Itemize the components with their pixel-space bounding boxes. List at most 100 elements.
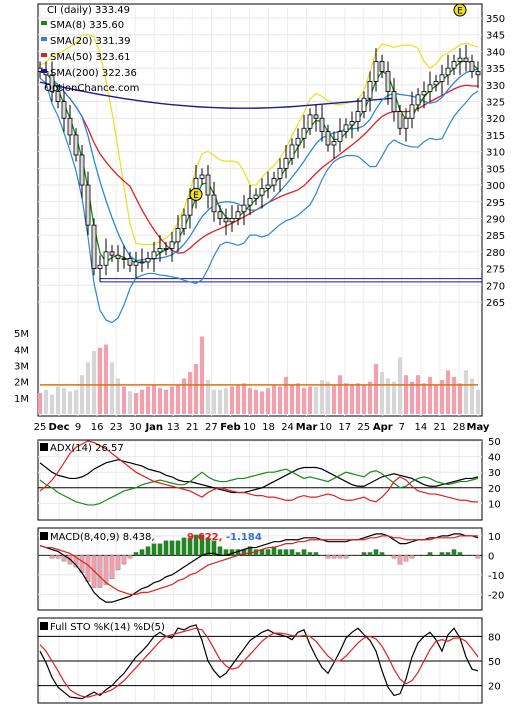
candle-body <box>73 134 79 156</box>
candle-body <box>157 248 163 253</box>
candle-body <box>115 254 121 259</box>
volume-bar <box>265 388 271 414</box>
candle-body <box>49 74 55 92</box>
volume-bar <box>163 389 169 414</box>
volume-bar <box>361 384 367 414</box>
support-lines <box>100 278 482 283</box>
volume-bar <box>373 363 379 414</box>
macd-histogram-bar <box>49 555 55 559</box>
candle-body <box>235 211 241 219</box>
volume-bar <box>301 388 307 414</box>
volume-bar <box>169 386 175 414</box>
volume-tick-label: 3M <box>14 362 29 373</box>
sto-y-ticks: 80 50 20 <box>488 632 501 692</box>
candle-body <box>151 251 157 259</box>
macd-histogram-bar <box>289 549 295 556</box>
candle-body <box>241 204 247 213</box>
macd-histogram-bar <box>127 555 133 559</box>
macd-swatch <box>40 532 48 540</box>
price-tick-label: 295 <box>486 198 505 209</box>
volume-bar <box>91 351 97 414</box>
macd-histogram-bar <box>55 555 61 559</box>
candle-body <box>421 91 427 96</box>
candle-body <box>133 261 139 266</box>
candle-body <box>427 84 433 92</box>
volume-bars <box>37 336 481 414</box>
volume-bar <box>157 388 163 414</box>
volume-bar <box>427 376 433 414</box>
price-tick-label: 305 <box>486 164 505 175</box>
date-tick-label: 14 <box>415 422 428 433</box>
indicator-tick-label: 50 <box>488 657 501 668</box>
candle-body <box>217 211 223 219</box>
indicator-series-line <box>39 535 478 595</box>
legend-swatch-sma200 <box>41 69 47 73</box>
macd-histogram-bar <box>385 555 391 556</box>
volume-bar <box>355 383 361 414</box>
macd-y-ticks: 10 0 -10 -20 <box>488 532 504 602</box>
volume-bar <box>295 383 301 414</box>
macd-histogram-bar <box>85 555 91 582</box>
candle-body <box>253 194 259 199</box>
macd-histogram-bar <box>193 534 199 556</box>
legend-title: CI (daily) 333.49 <box>47 5 130 16</box>
macd-histogram-bar <box>157 543 163 556</box>
adx-y-ticks: 50 40 30 20 10 <box>488 437 501 510</box>
macd-histogram-bar <box>391 555 397 559</box>
macd-histogram-bar <box>367 552 373 556</box>
candle-body <box>325 131 331 146</box>
candle-body <box>367 81 373 99</box>
volume-bar <box>139 389 145 414</box>
volume-bar <box>253 389 259 414</box>
macd-histogram-bar <box>43 555 49 556</box>
candle-body <box>103 251 109 266</box>
macd-histogram-bar <box>433 555 439 556</box>
candle-body <box>439 74 445 82</box>
candle-body <box>55 91 61 102</box>
price-tick-label: 310 <box>486 148 505 159</box>
candle-body <box>187 198 193 216</box>
indicator-series-line <box>39 459 479 494</box>
price-tick-label: 290 <box>486 214 505 225</box>
macd-histogram-bar <box>145 546 151 556</box>
date-tick-label: 21 <box>434 422 447 433</box>
earnings-marker-label: E <box>457 7 463 17</box>
macd-diff: -1.184 <box>226 532 262 543</box>
sto-lines <box>39 624 479 700</box>
candle-body <box>409 104 415 119</box>
volume-bar <box>187 372 193 414</box>
volume-bar <box>391 381 397 414</box>
candle-body <box>301 127 307 139</box>
macd-histogram-bar <box>295 552 301 556</box>
candle-body <box>211 194 217 213</box>
macd-histogram-bar <box>355 555 361 556</box>
price-tick-label: 285 <box>486 231 505 242</box>
candle-body <box>451 61 457 69</box>
volume-bar <box>133 393 139 414</box>
macd-lines <box>39 533 479 603</box>
price-tick-label: 315 <box>486 131 505 142</box>
candle-body <box>109 251 115 256</box>
date-tick-label: 25 <box>357 422 370 433</box>
macd-histogram-bar <box>151 543 157 556</box>
volume-bar <box>397 357 403 414</box>
legend-sma200: SMA(200) 322.36 <box>50 68 137 79</box>
indicator-tick-label: 30 <box>488 468 501 479</box>
candle-body <box>457 57 463 62</box>
volume-bar <box>367 381 373 414</box>
price-tick-label: 275 <box>486 265 505 276</box>
candle-body <box>385 71 391 92</box>
macd-histogram-bar <box>469 555 475 556</box>
volume-bar <box>283 376 289 414</box>
earnings-markers: EE <box>189 3 467 201</box>
volume-bar <box>469 378 475 414</box>
volume-bar <box>259 391 265 414</box>
volume-bar <box>439 380 445 414</box>
price-panel-frame <box>37 3 483 417</box>
volume-bar <box>181 378 187 414</box>
volume-bar <box>349 384 355 414</box>
indicator-tick-label: -10 <box>488 571 504 582</box>
candle-body <box>373 61 379 82</box>
macd-histogram-bar <box>307 552 313 556</box>
